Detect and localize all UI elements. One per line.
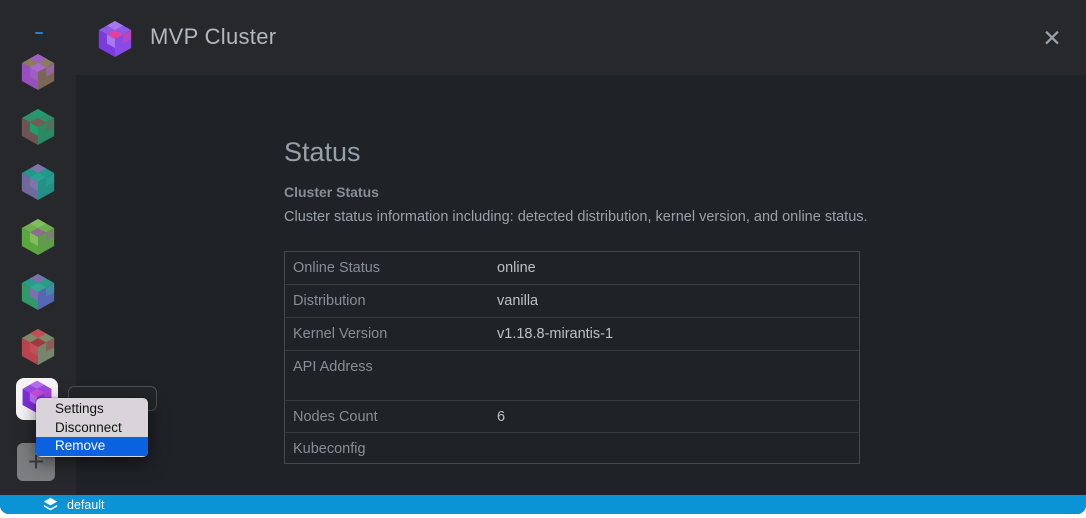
page-title: MVP Cluster xyxy=(150,24,277,49)
bottom-statusbar: default xyxy=(0,495,1086,514)
sidebar-cluster-1[interactable] xyxy=(19,52,57,92)
status-heading: Status xyxy=(284,137,361,167)
sidebar-cluster-4[interactable] xyxy=(19,217,57,257)
scroll-indicator xyxy=(35,32,43,34)
table-row: Kubeconfig xyxy=(285,432,859,463)
row-value: online xyxy=(497,260,536,276)
sidebar-cluster-6[interactable] xyxy=(19,327,57,367)
row-value xyxy=(489,433,859,463)
row-label: Online Status xyxy=(293,260,381,276)
row-label: Nodes Count xyxy=(293,409,378,425)
table-row: API Address xyxy=(285,350,859,400)
cluster-context-menu: Settings Disconnect Remove xyxy=(36,398,148,457)
cluster-logo-icon xyxy=(96,19,134,64)
cluster-status-title: Cluster Status xyxy=(284,184,379,200)
namespace-label[interactable]: default xyxy=(67,497,105,512)
sidebar-cluster-5[interactable] xyxy=(19,272,57,312)
row-value: vanilla xyxy=(497,293,539,309)
menu-item-disconnect[interactable]: Disconnect xyxy=(55,419,122,435)
table-row: Nodes Count 6 xyxy=(285,400,859,432)
cluster-status-description: Cluster status information including: de… xyxy=(284,209,868,225)
table-row: Distribution vanilla xyxy=(285,284,859,317)
row-value xyxy=(489,351,859,400)
row-value: v1.18.8-mirantis-1 xyxy=(497,326,614,342)
row-value: 6 xyxy=(497,409,506,425)
cluster-sidebar: + xyxy=(0,0,76,495)
main-content: Status Cluster Status Cluster status inf… xyxy=(76,75,1086,495)
row-label: API Address xyxy=(293,359,373,375)
table-row: Online Status online xyxy=(285,252,859,284)
cluster-status-table: Online Status online Distribution vanill… xyxy=(284,251,860,464)
sidebar-cluster-3[interactable] xyxy=(19,162,57,202)
row-label: Distribution xyxy=(293,293,366,309)
layers-icon xyxy=(42,497,59,512)
sidebar-cluster-2[interactable] xyxy=(19,107,57,147)
menu-item-settings[interactable]: Settings xyxy=(55,401,104,416)
menu-item-remove[interactable]: Remove xyxy=(36,437,148,456)
titlebar: MVP Cluster ✕ xyxy=(0,0,1086,75)
close-icon[interactable]: ✕ xyxy=(1042,25,1062,51)
row-label: Kernel Version xyxy=(293,326,388,342)
row-label: Kubeconfig xyxy=(293,441,366,457)
table-row: Kernel Version v1.18.8-mirantis-1 xyxy=(285,317,859,350)
